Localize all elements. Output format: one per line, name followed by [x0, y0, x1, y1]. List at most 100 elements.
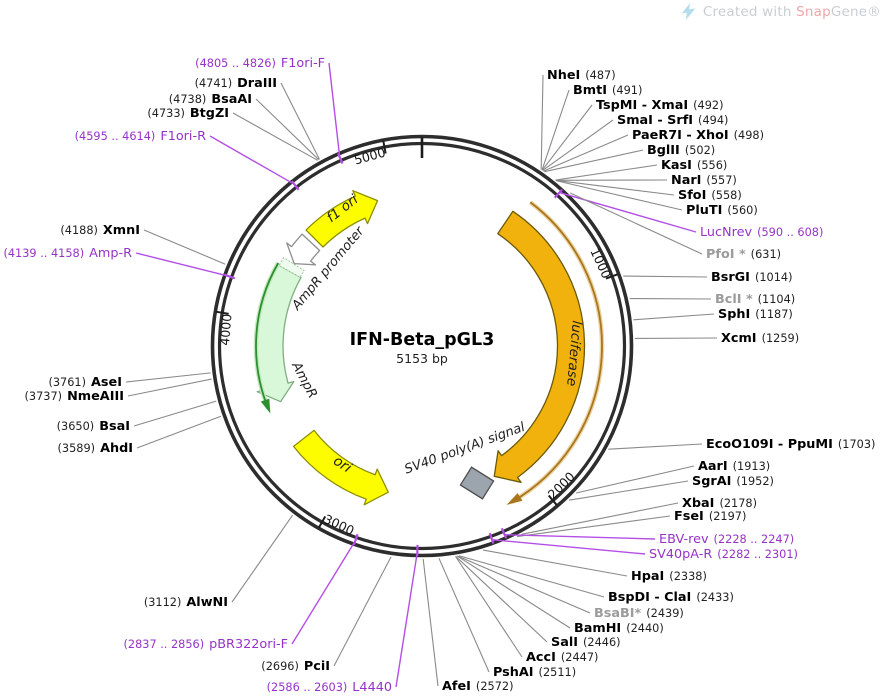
primer-tick-F1ori-F	[337, 153, 344, 165]
callout-line-PshAI	[438, 558, 490, 673]
site-label-BsaAI[interactable]: (4738) BsaAI	[169, 92, 252, 107]
callout-line-EcoO109I-PpuMI	[608, 443, 703, 450]
ampr[interactable]	[256, 264, 302, 403]
site-label-FseI[interactable]: FseI (2197)	[674, 509, 746, 524]
plasmid-size: 5153 bp	[396, 351, 448, 366]
callout-line-PaeR7I-XhoI	[543, 134, 629, 172]
site-label-PshAI[interactable]: PshAI (2511)	[493, 665, 576, 680]
site-label-NheI[interactable]: NheI (487)	[547, 68, 616, 83]
site-label-TspMI-XmaI[interactable]: TspMI - XmaI (492)	[596, 98, 724, 113]
ampr-label[interactable]: AmpR	[288, 359, 320, 401]
site-label-L4440[interactable]: (2586 .. 2603) L4440	[267, 680, 392, 695]
site-label-AarI[interactable]: AarI (1913)	[698, 459, 770, 474]
callout-line-PfoI-	[569, 192, 703, 255]
site-label-BtgZI[interactable]: (4733) BtgZI	[147, 106, 229, 121]
site-label-AfeI[interactable]: AfeI (2572)	[442, 679, 514, 694]
ampr-gene-arc[interactable]	[255, 262, 280, 409]
callout-line-TspMI-XmaI	[541, 104, 593, 171]
site-label-AccI[interactable]: AccI (2447)	[526, 650, 598, 665]
scale-label-4000: 4000	[217, 313, 235, 346]
callout-line-SfoI	[555, 179, 675, 196]
site-label-F1ori-F[interactable]: (4805 .. 4826) F1ori-F	[195, 56, 325, 71]
site-label-F1ori-R[interactable]: (4595 .. 4614) F1ori-R	[75, 129, 206, 144]
callout-line-FseI	[517, 515, 671, 538]
scale-tick-4000	[215, 310, 229, 315]
site-label-AhdI[interactable]: (3589) AhdI	[57, 441, 133, 456]
callout-line-F1ori-R	[209, 135, 295, 185]
primer-tick-Amp-R	[224, 273, 236, 280]
site-label-SphI[interactable]: SphI (1187)	[718, 307, 793, 322]
site-label-EBV-rev[interactable]: EBV-rev (2228 .. 2247)	[659, 532, 794, 547]
callout-line-AfeI	[422, 558, 439, 687]
site-label-BspDI-ClaI[interactable]: BspDI - ClaI (2433)	[608, 590, 734, 605]
site-label-LucNrev[interactable]: LucNrev (590 .. 608)	[700, 225, 823, 240]
callout-line-L4440	[395, 551, 419, 688]
scale-tick-3000	[317, 515, 327, 529]
callout-line-EBV-rev	[504, 534, 656, 540]
callout-line-F1ori-F	[328, 62, 341, 158]
f1-ori[interactable]	[305, 190, 379, 248]
site-label-BsaBI-[interactable]: BsaBI* (2439)	[594, 606, 684, 621]
scale-tick-5000	[382, 140, 387, 154]
plasmid-backbone-outer	[210, 134, 634, 558]
callout-line-SalI	[455, 555, 548, 643]
primer-tick-SV40pA-R	[488, 532, 495, 544]
site-label-HpaI[interactable]: HpaI (2338)	[631, 569, 707, 584]
site-label-BamHI[interactable]: BamHI (2440)	[574, 621, 664, 636]
callout-line-AarI	[576, 465, 695, 494]
primer-tick-F1ori-R	[291, 180, 300, 191]
site-label-SgrAI[interactable]: SgrAI (1952)	[692, 474, 774, 489]
site-label-PciI[interactable]: (2696) PciI	[261, 659, 330, 674]
scale-tick-2000	[547, 494, 558, 507]
ampr-promoter[interactable]	[286, 233, 321, 266]
site-label-SalI[interactable]: SalI (2446)	[551, 635, 621, 650]
luciferase-cds[interactable]	[493, 210, 586, 483]
callout-line-SmaI-SrfI	[542, 119, 614, 171]
site-label-NmeAIII[interactable]: (3737) NmeAIII	[25, 389, 125, 404]
site-label-XmnI[interactable]: (4188) XmnI	[60, 223, 140, 238]
site-label-PaeR7I-XhoI[interactable]: PaeR7I - XhoI (498)	[632, 128, 764, 143]
site-label-AseI[interactable]: (3761) AseI	[48, 375, 122, 390]
site-label-KasI[interactable]: KasI (556)	[661, 158, 727, 173]
callout-line-SV40pA-R	[491, 539, 646, 555]
scale-tick-1000	[605, 273, 619, 280]
site-label-XcmI[interactable]: XcmI (1259)	[721, 331, 799, 346]
site-label-SmaI-SrfI[interactable]: SmaI - SrfI (494)	[617, 113, 728, 128]
site-label-BmtI[interactable]: BmtI (491)	[573, 83, 642, 98]
callout-line-AlwNI	[231, 514, 294, 603]
plasmid-name: IFN-Beta_pGL3	[350, 330, 495, 350]
luciferase-gene-arc[interactable]	[511, 201, 603, 503]
luciferase-gene-arc-arrowhead	[506, 493, 523, 505]
site-label-pBR322ori-F[interactable]: (2837 .. 2856) pBR322ori-F	[123, 637, 288, 652]
callout-line-BsaI	[133, 400, 217, 427]
site-label-XbaI[interactable]: XbaI (2178)	[682, 496, 757, 511]
sv40-polya-signal[interactable]	[459, 466, 495, 500]
site-label-NarI[interactable]: NarI (557)	[671, 173, 737, 188]
site-label-BsrGI[interactable]: BsrGI (1014)	[711, 270, 793, 285]
luciferase-cds-label[interactable]: luciferase	[563, 320, 585, 387]
callout-line-PluTI	[556, 180, 683, 211]
site-label-SV40pA-R[interactable]: SV40pA-R (2282 .. 2301)	[649, 547, 798, 562]
site-label-PluTI[interactable]: PluTI (560)	[686, 203, 758, 218]
site-label-SfoI[interactable]: SfoI (558)	[678, 188, 742, 203]
site-label-EcoO109I-PpuMI[interactable]: EcoO109I - PpuMI (1703)	[706, 437, 875, 452]
callout-line-NmeAIII	[127, 378, 212, 397]
site-label-AlwNI[interactable]: (3112) AlwNI	[144, 595, 228, 610]
callout-line-SgrAI	[568, 480, 689, 501]
site-label-BclI-[interactable]: BclI * (1104)	[715, 292, 795, 307]
ampr-gene-arc-arrowhead	[260, 398, 271, 414]
callout-line-BamHI	[456, 555, 571, 629]
site-label-BsaI[interactable]: (3650) BsaI	[57, 419, 130, 434]
watermark-text: Created with SnapGene®	[702, 3, 881, 20]
primer-tick-EBV-rev	[500, 527, 508, 539]
site-label-Amp-R[interactable]: (4139 .. 4158) Amp-R	[3, 246, 132, 261]
site-label-PfoI-[interactable]: PfoI * (631)	[706, 247, 781, 262]
site-label-DraIII[interactable]: (4741) DraIII	[195, 76, 277, 91]
snapgene-logo-icon	[681, 3, 696, 20]
site-label-BglII[interactable]: BglII (502)	[647, 143, 715, 158]
callout-line-HpaI	[482, 549, 628, 577]
callout-line-AccI	[455, 556, 523, 658]
ori[interactable]	[292, 429, 389, 506]
primer-tick-pBR322ori-F	[352, 533, 359, 546]
